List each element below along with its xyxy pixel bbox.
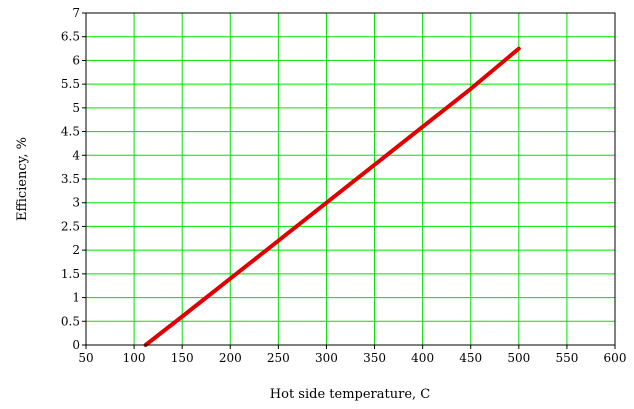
x-tick-label-8: 450 [459, 351, 482, 365]
x-tick-label-9: 500 [507, 351, 530, 365]
x-tick-label-2: 150 [171, 351, 194, 365]
x-tick-label-10: 550 [555, 351, 578, 365]
x-tick-label-11: 600 [604, 351, 627, 365]
y-axis-label: Efficiency, % [15, 137, 30, 221]
y-tick-label-6: 3 [72, 196, 80, 210]
x-tick-label-7: 400 [411, 351, 434, 365]
y-tick-label-14: 7 [72, 6, 80, 20]
y-tick-label-0: 0 [72, 338, 80, 352]
y-tick-label-5: 2.5 [61, 219, 80, 233]
y-tick-label-1: 0.5 [61, 314, 80, 328]
y-tick-label-8: 4 [72, 148, 80, 162]
y-tick-label-10: 5 [72, 101, 80, 115]
x-tick-label-5: 300 [315, 351, 338, 365]
x-axis-label: Hot side temperature, C [270, 387, 430, 402]
y-tick-label-12: 6 [72, 53, 80, 67]
y-tick-label-13: 6.5 [61, 30, 80, 44]
grid-lines [85, 12, 616, 346]
x-tick-label-0: 50 [78, 351, 93, 365]
y-tick-label-4: 2 [72, 243, 80, 257]
data-series [143, 46, 521, 347]
y-axis-ticks: 0 0.5 1 1.5 2 2.5 3 3.5 4 4.5 5 5.5 6 6.5 7 [61, 6, 86, 352]
x-tick-label-3: 200 [219, 351, 242, 365]
x-axis-ticks: 50 100 150 200 250 300 350 400 450 500 550 600 [78, 345, 626, 365]
y-tick-label-2: 1 [72, 291, 80, 305]
y-tick-label-9: 4.5 [61, 125, 80, 139]
y-tick-label-3: 1.5 [61, 267, 80, 281]
y-tick-label-11: 5.5 [61, 77, 80, 91]
x-tick-label-1: 100 [123, 351, 146, 365]
y-tick-label-7: 3.5 [61, 172, 80, 186]
x-tick-label-4: 250 [267, 351, 290, 365]
x-tick-label-6: 350 [363, 351, 386, 365]
